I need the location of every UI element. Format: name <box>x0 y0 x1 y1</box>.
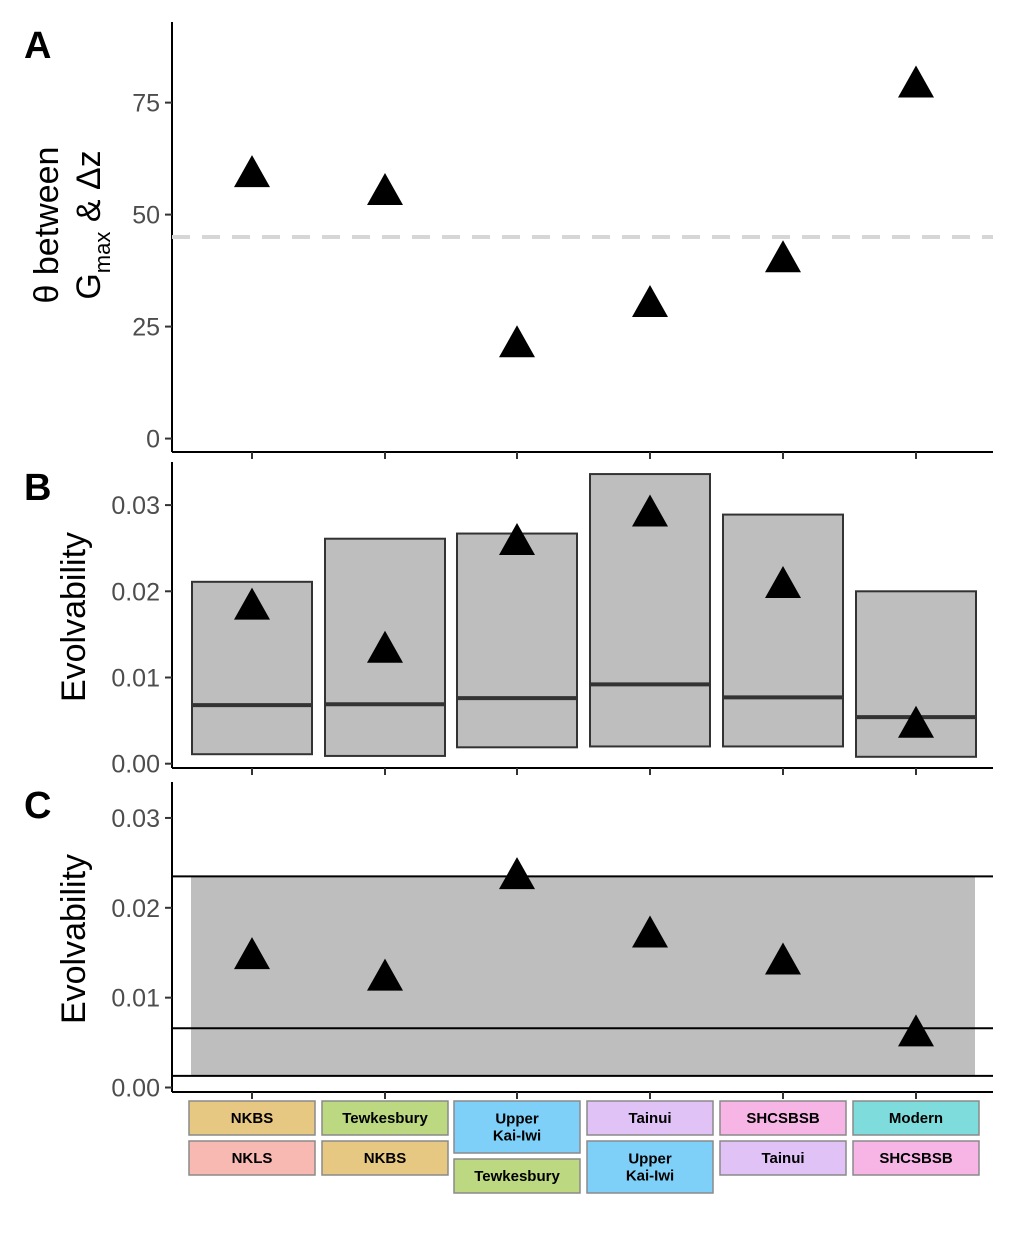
y-tick-label: 0.02 <box>111 895 160 923</box>
group-box-bottom <box>321 1140 449 1176</box>
data-point <box>499 857 535 890</box>
group-box-bottom-label: NKBS <box>364 1150 407 1167</box>
y-tick-label: 0 <box>146 426 160 454</box>
group-box-top-label: Modern <box>889 1110 943 1127</box>
group-box-top <box>453 1100 581 1154</box>
data-point <box>234 937 270 970</box>
group-box-bottom <box>852 1140 980 1176</box>
range-box <box>456 532 578 749</box>
data-point <box>632 284 668 317</box>
y-tick-label: 50 <box>132 202 160 230</box>
y-axis-title-line1: θ between <box>28 147 66 304</box>
data-point <box>499 325 535 358</box>
group-box-top-label: SHCSBSB <box>746 1110 820 1127</box>
data-point <box>632 915 668 948</box>
group-label-boxes: NKBSNKLSTewkesburyNKBSUpperKai-IwiTewkes… <box>188 1100 980 1194</box>
group-box-bottom-label: Kai-Iwi <box>626 1168 674 1185</box>
y-axis-title: Evolvability <box>55 854 93 1024</box>
data-point <box>234 155 270 188</box>
data-point <box>632 494 668 527</box>
null-range-band <box>191 876 975 1076</box>
group-box-bottom <box>719 1140 847 1176</box>
group-box-bottom <box>586 1140 714 1194</box>
y-axis-title: Evolvability <box>55 532 93 702</box>
y-tick-label: 0.03 <box>111 805 160 833</box>
group-box-bottom-label: Tewkesbury <box>474 1168 560 1185</box>
y-tick-label: 0.01 <box>111 985 160 1013</box>
y-tick-label: 0.02 <box>111 578 160 606</box>
data-point <box>765 566 801 599</box>
panel-label: B <box>24 467 51 509</box>
group-box-bottom-label: Upper <box>628 1151 672 1168</box>
y-tick-label: 0.03 <box>111 492 160 520</box>
y-tick-label: 0.00 <box>111 1075 160 1103</box>
group-box-bottom <box>453 1158 581 1194</box>
data-point <box>234 587 270 620</box>
y-tick-label: 75 <box>132 90 160 118</box>
y-tick-label: 0.01 <box>111 664 160 692</box>
data-point <box>499 522 535 555</box>
group-box-top <box>586 1100 714 1136</box>
group-box-top-label: Tainui <box>628 1110 671 1127</box>
group-box-top-label: Kai-Iwi <box>493 1128 541 1145</box>
data-point <box>367 630 403 663</box>
group-box-top-label: Tewkesbury <box>342 1110 428 1127</box>
data-point <box>367 958 403 991</box>
y-tick-label: 0.00 <box>111 751 160 779</box>
panel-label: C <box>24 785 51 827</box>
group-box-top-label: NKBS <box>231 1110 274 1127</box>
panel-a: 0 25 50 75 Aθ between Gmax & Δz <box>24 22 993 459</box>
data-point <box>367 173 403 206</box>
data-point <box>898 705 934 738</box>
group-box-bottom-label: NKLS <box>232 1150 273 1167</box>
group-box-top <box>719 1100 847 1136</box>
range-box <box>722 513 844 748</box>
group-box-top-label: Upper <box>495 1111 539 1128</box>
data-point <box>898 65 934 98</box>
y-axis-title-line2: Gmax & Δz <box>70 150 115 299</box>
group-box-top <box>188 1100 316 1136</box>
y-tick-label: 25 <box>132 314 160 342</box>
group-box-bottom-label: SHCSBSB <box>879 1150 953 1167</box>
data-point <box>765 942 801 975</box>
data-point <box>765 240 801 273</box>
data-point <box>898 1014 934 1047</box>
group-box-bottom <box>188 1140 316 1176</box>
group-box-top <box>321 1100 449 1136</box>
panel-label: A <box>24 25 51 67</box>
group-box-top <box>852 1100 980 1136</box>
group-box-bottom-label: Tainui <box>761 1150 804 1167</box>
